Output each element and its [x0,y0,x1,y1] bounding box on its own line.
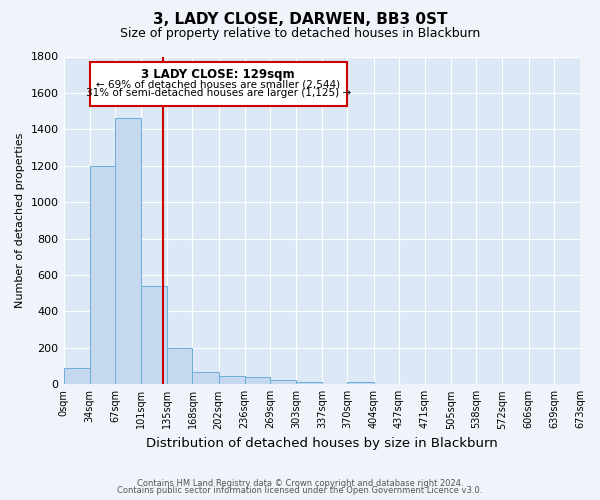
X-axis label: Distribution of detached houses by size in Blackburn: Distribution of detached houses by size … [146,437,497,450]
Text: 31% of semi-detached houses are larger (1,125) →: 31% of semi-detached houses are larger (… [86,88,351,99]
Text: ← 69% of detached houses are smaller (2,544): ← 69% of detached houses are smaller (2,… [96,80,340,90]
Text: 3 LADY CLOSE: 129sqm: 3 LADY CLOSE: 129sqm [142,68,295,82]
Bar [141,286,167,384]
Bar [296,382,322,384]
Bar [115,118,141,384]
Text: Size of property relative to detached houses in Blackburn: Size of property relative to detached ho… [120,28,480,40]
Text: Contains HM Land Registry data © Crown copyright and database right 2024.: Contains HM Land Registry data © Crown c… [137,478,463,488]
Bar [89,166,115,384]
Text: 3, LADY CLOSE, DARWEN, BB3 0ST: 3, LADY CLOSE, DARWEN, BB3 0ST [153,12,447,28]
Bar [218,376,245,384]
Y-axis label: Number of detached properties: Number of detached properties [15,132,25,308]
Bar [270,380,296,384]
Bar [347,382,374,384]
FancyBboxPatch shape [89,62,347,106]
Bar [245,377,270,384]
Bar [193,372,218,384]
Bar [64,368,89,384]
Bar [167,348,193,385]
Text: Contains public sector information licensed under the Open Government Licence v3: Contains public sector information licen… [118,486,482,495]
